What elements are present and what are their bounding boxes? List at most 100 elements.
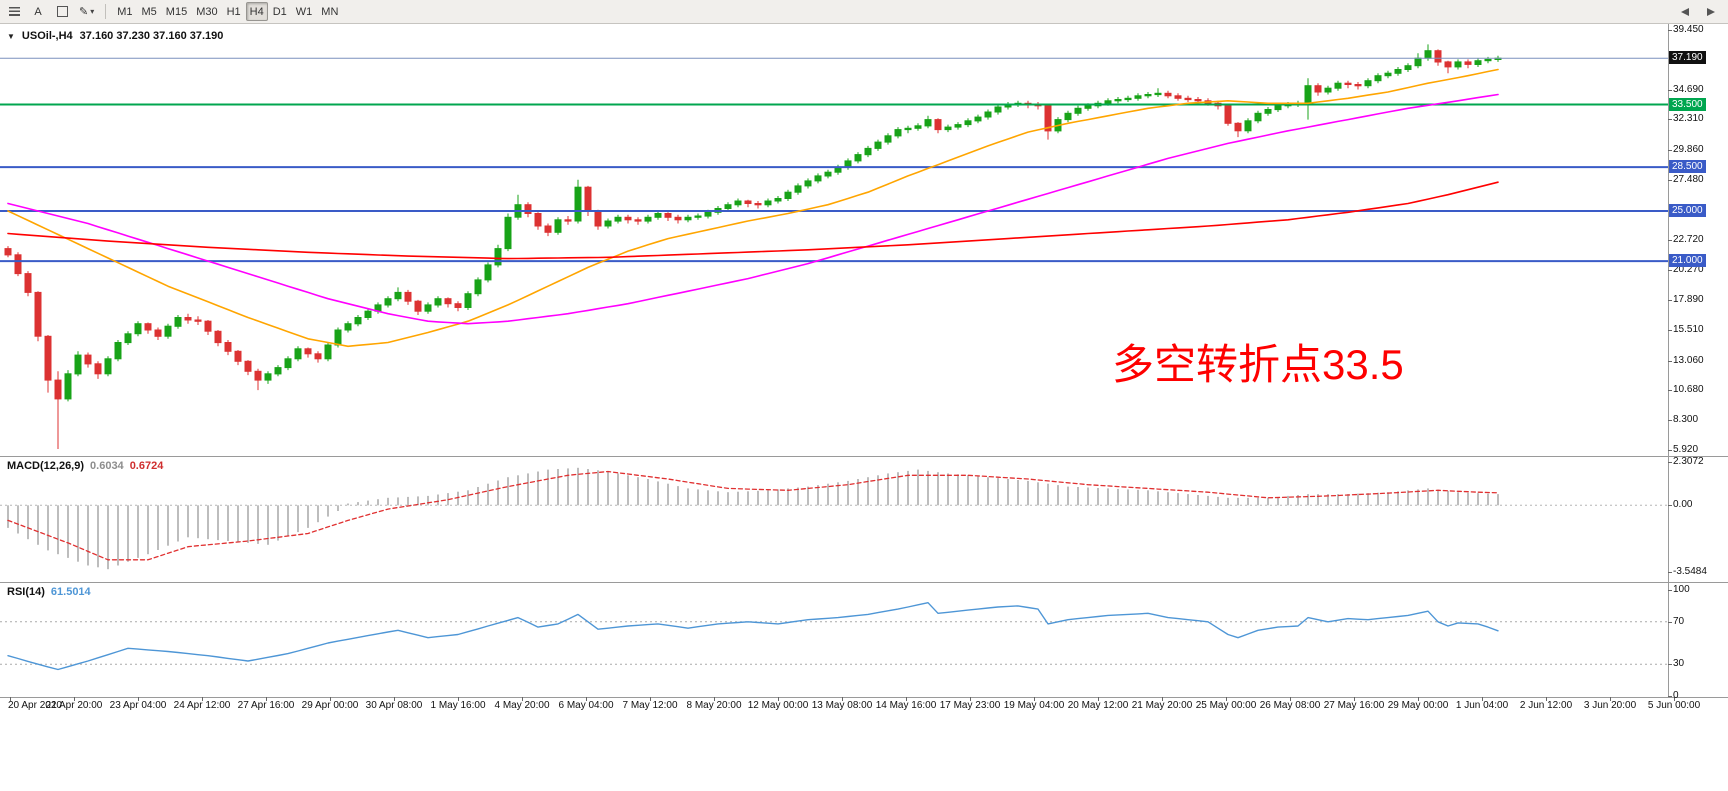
macd-header: MACD(12,26,9) 0.6034 0.6724	[7, 460, 163, 472]
macd-axis-tick	[1668, 462, 1672, 463]
price-axis-label: 32.310	[1673, 113, 1704, 125]
panel-divider[interactable]	[0, 456, 1728, 457]
time-axis-tick	[1418, 697, 1419, 701]
time-axis-label: 29 Apr 00:00	[301, 700, 359, 711]
macd-panel-chart[interactable]	[0, 457, 1668, 583]
price-axis-label: 17.890	[1673, 294, 1704, 306]
price-axis-tick	[1668, 119, 1672, 121]
time-axis-label: 19 May 04:00	[1003, 700, 1065, 711]
macd-histogram-layer	[7, 467, 1499, 570]
time-axis-tick	[266, 697, 267, 701]
timeframe-button-m15[interactable]: M15	[165, 5, 188, 18]
time-axis-tick	[522, 697, 523, 701]
time-axis-tick	[1162, 697, 1163, 701]
price-axis-label: 34.690	[1673, 83, 1704, 95]
rsi-axis-label: 30	[1673, 658, 1685, 670]
time-axis-tick	[1226, 697, 1227, 701]
price-level-label: 25.000	[1669, 204, 1706, 217]
rsi-value: 61.5014	[50, 586, 91, 598]
arrow-tool-button[interactable]: A	[34, 5, 42, 18]
timeframe-button-h1[interactable]: H1	[226, 5, 241, 18]
time-axis-tick	[1034, 697, 1035, 701]
price-level-label: 37.190	[1669, 51, 1706, 65]
toolbar: A ✎ ▾ M1 M5 M15 M30 H1 H4 D1 W1 MN	[0, 0, 1728, 24]
macd-axis-label: 0.00	[1673, 499, 1693, 511]
time-axis-label: 27 Apr 16:00	[237, 700, 295, 711]
main-chart[interactable]	[0, 24, 1668, 456]
price-axis-tick	[1668, 329, 1672, 331]
time-axis-tick	[202, 697, 203, 701]
toolbar-separator	[105, 4, 107, 19]
rsi-axis-label: 0	[1673, 690, 1679, 701]
time-axis-label: 24 Apr 12:00	[173, 700, 231, 711]
charts-menu-button[interactable]	[3, 2, 25, 21]
price-axis-tick	[1668, 89, 1672, 91]
price-axis-tick	[1668, 360, 1672, 362]
time-axis-tick	[394, 697, 395, 701]
timeframe-button-m1[interactable]: M1	[117, 5, 133, 18]
time-axis-label: 30 Apr 08:00	[365, 700, 423, 711]
price-axis-label: 8.300	[1673, 414, 1699, 426]
time-axis-label: 3 Jun 20:00	[1583, 700, 1637, 711]
time-axis-tick	[714, 697, 715, 701]
time-axis-label: 1 Jun 04:00	[1455, 700, 1509, 711]
timeframe-button-h4[interactable]: H4	[245, 2, 268, 21]
chart-shift-button[interactable]	[1700, 2, 1722, 21]
time-axis-tick	[330, 697, 331, 701]
price-axis-label: 5.920	[1673, 444, 1699, 455]
price-axis-tick	[1668, 450, 1672, 451]
time-axis-tick	[1546, 697, 1547, 701]
time-axis-tick	[1098, 697, 1099, 701]
price-axis-label: 10.680	[1673, 384, 1704, 396]
timeframe-button-m30[interactable]: M30	[196, 5, 218, 18]
time-axis-label: 21 May 20:00	[1131, 700, 1193, 711]
macd-signal-value: 0.6724	[129, 460, 164, 472]
price-level-label: 21.000	[1669, 254, 1706, 268]
time-axis-tick	[842, 697, 843, 701]
macd-title: MACD(12,26,9)	[7, 460, 85, 472]
price-axis-tick	[1668, 300, 1672, 302]
rsi-axis-tick	[1668, 696, 1672, 697]
time-axis-tick	[1354, 697, 1355, 701]
timeframe-group: M1 M5 M15 M30 H1 H4 D1 W1 MN	[113, 2, 342, 21]
rsi-axis-tick	[1668, 664, 1672, 666]
time-axis-label: 20 Apr 2020	[8, 700, 62, 711]
time-axis-label: 7 May 12:00	[622, 700, 678, 711]
rsi-title: RSI(14)	[7, 586, 45, 598]
menu-icon	[8, 7, 20, 16]
time-axis-label: 13 May 08:00	[811, 700, 873, 711]
time-axis-tick	[1610, 697, 1611, 701]
draw-tools-dropdown[interactable]: ✎ ▾	[75, 2, 98, 21]
timeframe-button-mn[interactable]: MN	[321, 5, 339, 18]
timeframe-button-d1[interactable]: D1	[272, 5, 287, 18]
toolbar-right-group	[1674, 2, 1722, 21]
rsi-panel-chart[interactable]	[0, 583, 1668, 697]
price-axis-label: 20.270	[1673, 264, 1704, 276]
macd-axis-label: -3.5484	[1673, 566, 1707, 577]
price-axis-label: 27.480	[1673, 173, 1704, 185]
time-axis-label: 25 May 00:00	[1195, 700, 1257, 711]
timeframe-button-w1[interactable]: W1	[295, 5, 313, 18]
frame-tool-button[interactable]	[51, 2, 73, 21]
time-axis-tick	[586, 697, 587, 701]
horizontal-levels-layer	[0, 103, 1668, 263]
time-axis-label: 1 May 16:00	[430, 700, 486, 711]
rsi-axis-tick	[1668, 621, 1672, 623]
price-axis-label: 39.450	[1673, 24, 1704, 35]
collapse-triangle-icon[interactable]: ▼	[7, 31, 15, 41]
time-axis-label: 27 May 16:00	[1323, 700, 1385, 711]
pencil-icon: ✎	[79, 6, 89, 18]
chart-header: ▼ USOil-,H4 37.160 37.230 37.160 37.190	[7, 30, 223, 42]
macd-axis-label: 2.3072	[1673, 456, 1704, 467]
timeframe-button-m5[interactable]: M5	[141, 5, 157, 18]
rsi-axis-tick	[1668, 590, 1672, 591]
time-axis-label: 17 May 23:00	[939, 700, 1001, 711]
chevron-down-icon: ▾	[90, 7, 95, 16]
price-level-label: 33.500	[1669, 97, 1706, 111]
time-axis-tick	[10, 697, 11, 701]
auto-scroll-button[interactable]	[1674, 2, 1696, 21]
time-axis-label: 2 Jun 12:00	[1519, 700, 1573, 711]
panel-divider[interactable]	[0, 582, 1728, 583]
time-axis-tick	[650, 697, 651, 701]
